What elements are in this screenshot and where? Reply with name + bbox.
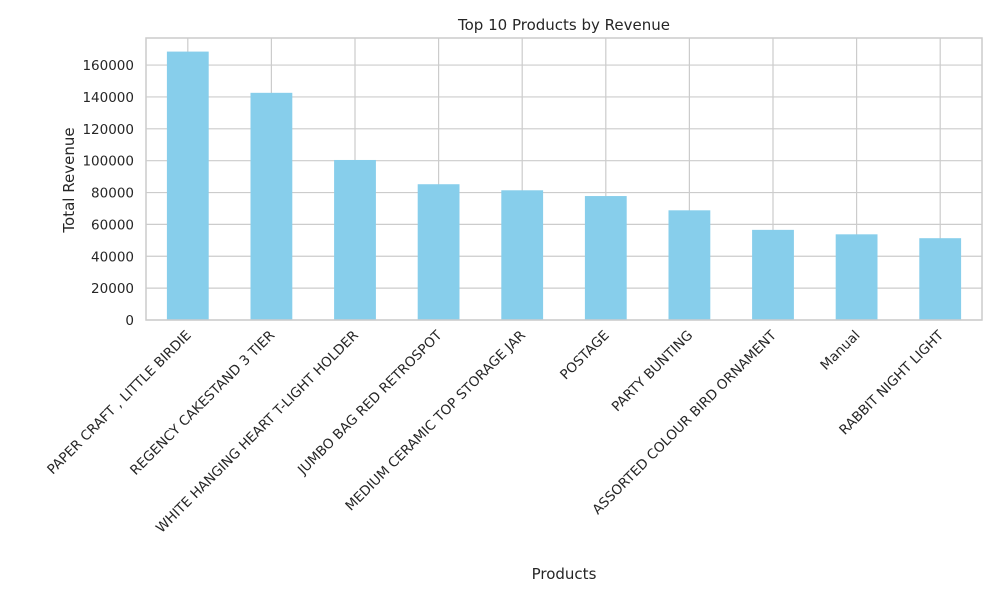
bar	[668, 210, 711, 320]
y-tick-label: 20000	[91, 281, 134, 297]
bar	[835, 234, 878, 320]
bar	[919, 238, 962, 320]
y-tick-label: 100000	[82, 154, 134, 170]
x-axis-label: Products	[532, 565, 597, 583]
chart-title: Top 10 Products by Revenue	[457, 16, 670, 34]
bar	[417, 184, 460, 320]
y-tick-label: 60000	[91, 217, 134, 233]
bar	[166, 51, 209, 320]
bar	[752, 229, 794, 320]
plot-frame	[145, 37, 983, 321]
y-axis-label: Total Revenue	[60, 127, 78, 233]
plot-border	[145, 37, 983, 321]
y-tick-label: 0	[125, 313, 134, 329]
bar	[250, 92, 293, 320]
y-tick-label: 160000	[82, 58, 134, 74]
bar	[334, 159, 376, 320]
y-tick-label: 120000	[82, 122, 134, 138]
bars	[166, 51, 962, 320]
y-tick-label: 40000	[91, 249, 134, 265]
y-tick-label: 80000	[91, 186, 134, 202]
y-tick-labels: 0 20000 40000 60000 80000 100000 120000 140000 1…	[82, 58, 134, 329]
bar	[584, 196, 627, 320]
y-tick-label: 140000	[82, 90, 134, 106]
bar	[501, 190, 544, 320]
